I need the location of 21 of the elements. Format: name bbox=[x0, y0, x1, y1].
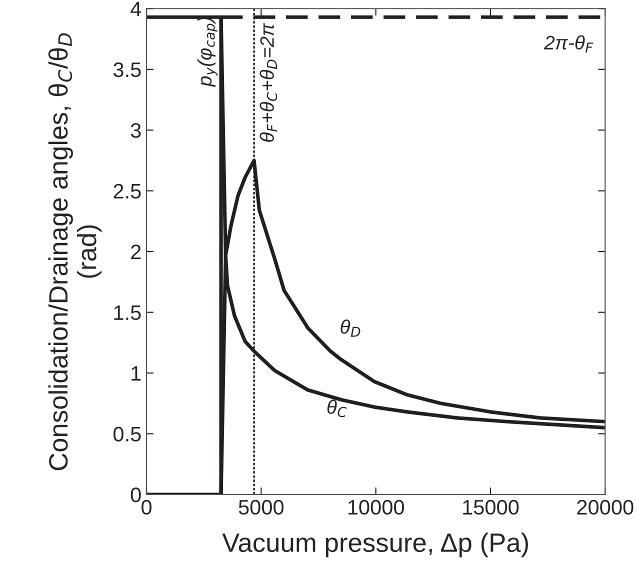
y-tick-label: 2 bbox=[131, 244, 141, 260]
y-tick-label: 2.5 bbox=[114, 184, 141, 199]
y-tick-label: 3 bbox=[130, 123, 141, 138]
y-tick-label: 3.5 bbox=[113, 62, 141, 78]
y-tick-label: 1 bbox=[132, 366, 141, 381]
y-tick-label: 4 bbox=[130, 2, 142, 16]
series-label: θ$_{C}$ bbox=[327, 400, 347, 418]
y-tick-label: 0 bbox=[130, 488, 141, 502]
annotation: θ$_{F}$+θ$_{C}$+θ$_{D}$=2π bbox=[260, 22, 278, 142]
series-label: θ$_{D}$ bbox=[340, 319, 360, 337]
x-tick-label: 20000 bbox=[577, 500, 634, 515]
x-axis-title: Vacuum pressure, Δp (Pa) bbox=[222, 532, 528, 558]
y-tick-label: 0.5 bbox=[114, 426, 141, 442]
x-tick-label: 10000 bbox=[348, 500, 404, 515]
x-tick-label: 0 bbox=[142, 500, 152, 515]
annotation: 2π-θ$_{F}$ bbox=[544, 35, 594, 53]
x-tick-label: 15000 bbox=[463, 500, 519, 515]
text: p$_{y}$(φ$_{cap}$) bbox=[197, 17, 218, 87]
y-tick-label: 1.5 bbox=[114, 306, 141, 320]
text: Consolidation/Drainage angles, θ$_{C}$/θ$_{D}$ (rad) bbox=[48, 33, 102, 470]
x-tick-label: 5000 bbox=[238, 500, 284, 515]
